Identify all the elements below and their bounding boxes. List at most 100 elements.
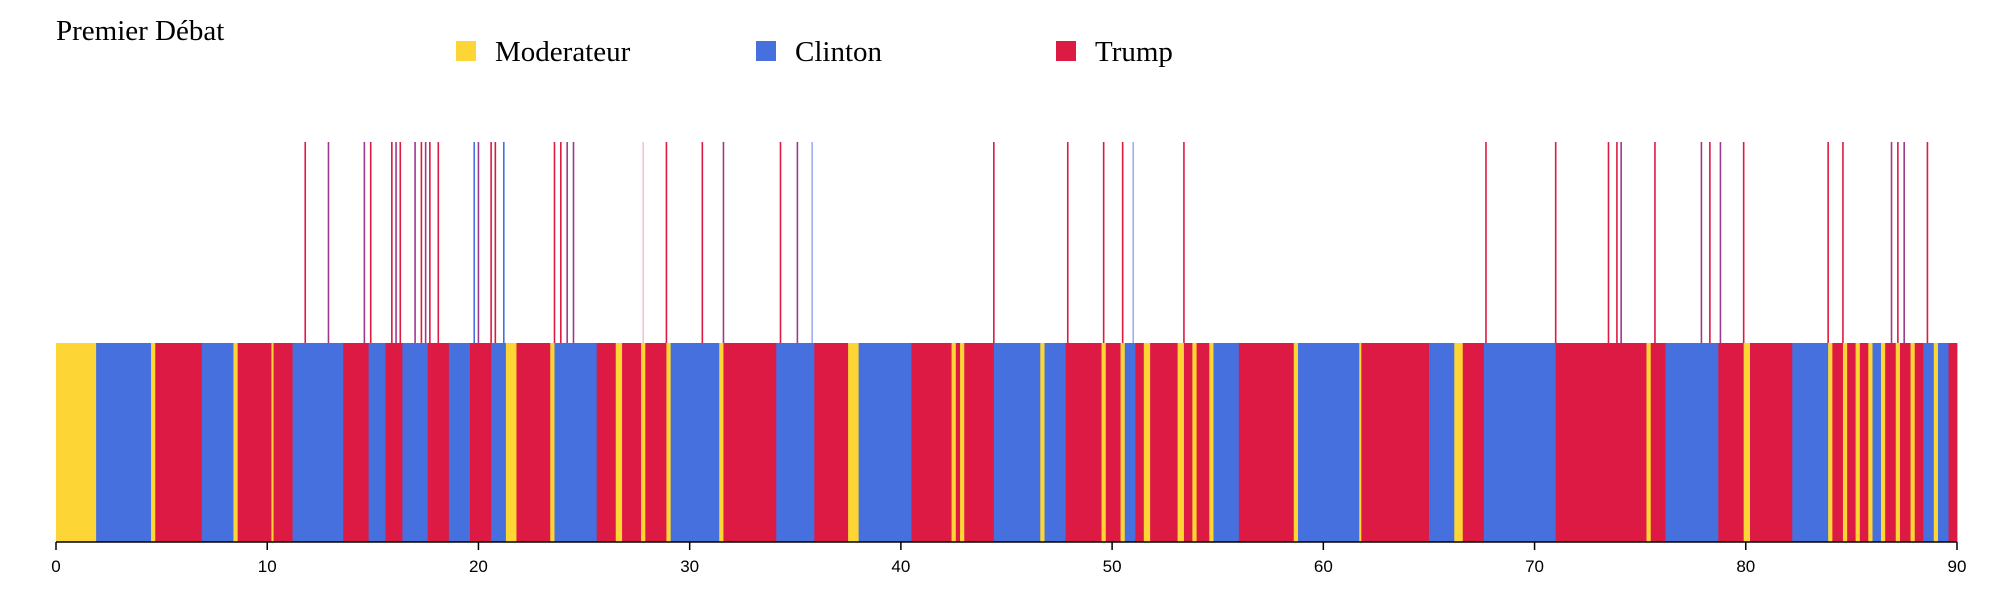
segment-moderateur-80 [1868, 343, 1873, 542]
x-tick-label-4: 40 [891, 557, 910, 576]
segment-clinton-31 [776, 343, 815, 542]
segment-moderateur-58 [1293, 343, 1299, 542]
segment-trump-61 [1361, 343, 1430, 542]
legend-item-trump: Trump [1056, 36, 1173, 68]
segment-trump-72 [1750, 343, 1793, 542]
legend-item-clinton: Clinton [756, 36, 883, 68]
x-tick-label-9: 90 [1948, 557, 1967, 576]
segment-moderateur-89 [1933, 343, 1939, 542]
legend: Moderateur Clinton Trump [456, 36, 1173, 68]
segment-moderateur-44 [1101, 343, 1107, 542]
segment-clinton-21 [554, 343, 598, 542]
segment-moderateur-25 [641, 343, 646, 542]
segment-trump-79 [1859, 343, 1869, 542]
interruption-markers [304, 142, 1929, 343]
x-tick-label-3: 30 [680, 557, 699, 576]
segment-moderateur-29 [719, 343, 724, 542]
segment-trump-3 [155, 343, 203, 542]
segment-trump-10 [343, 343, 370, 542]
segment-clinton-42 [1044, 343, 1067, 542]
segment-moderateur-23 [615, 343, 623, 542]
segment-moderateur-63 [1454, 343, 1464, 542]
segment-moderateur-74 [1828, 343, 1833, 542]
segment-clinton-9 [292, 343, 344, 542]
segment-trump-57 [1238, 343, 1295, 542]
segment-trump-19 [516, 343, 551, 542]
x-tick-label-8: 80 [1736, 557, 1755, 576]
segment-moderateur-0 [56, 343, 97, 542]
segment-trump-85 [1899, 343, 1911, 542]
segment-clinton-4 [201, 343, 234, 542]
segment-moderateur-55 [1209, 343, 1214, 542]
legend-item-moderateur: Moderateur [456, 36, 631, 68]
segment-clinton-88 [1923, 343, 1935, 542]
segment-moderateur-33 [848, 343, 860, 542]
segment-clinton-62 [1428, 343, 1455, 542]
segment-trump-30 [723, 343, 777, 542]
x-tick-label-7: 70 [1525, 557, 1544, 576]
legend-swatch-moderateur [456, 41, 476, 61]
segment-moderateur-84 [1895, 343, 1901, 542]
segment-trump-35 [911, 343, 952, 542]
segment-clinton-65 [1483, 343, 1557, 542]
segment-trump-70 [1718, 343, 1745, 542]
segment-trump-12 [385, 343, 403, 542]
legend-swatch-clinton [756, 41, 776, 61]
segment-moderateur-7 [271, 343, 274, 542]
segment-trump-45 [1105, 343, 1121, 542]
x-tick-label-2: 20 [469, 557, 488, 576]
segment-moderateur-53 [1192, 343, 1197, 542]
segment-trump-64 [1462, 343, 1485, 542]
speaker-segments [56, 343, 1958, 542]
segment-moderateur-5 [233, 343, 239, 542]
segment-moderateur-82 [1880, 343, 1886, 542]
segment-clinton-73 [1792, 343, 1829, 542]
segment-moderateur-20 [550, 343, 555, 542]
x-tick-label-6: 60 [1314, 557, 1333, 576]
segment-trump-22 [596, 343, 617, 542]
segment-trump-14 [427, 343, 450, 542]
segment-trump-68 [1650, 343, 1666, 542]
segment-clinton-28 [670, 343, 720, 542]
x-axis: 0 10 20 30 40 50 60 70 80 90 [51, 541, 1966, 576]
segment-trump-8 [273, 343, 293, 542]
segment-clinton-13 [402, 343, 429, 542]
segment-moderateur-71 [1743, 343, 1751, 542]
segment-trump-26 [645, 343, 667, 542]
segment-clinton-90 [1937, 343, 1949, 542]
segment-trump-24 [622, 343, 642, 542]
segment-trump-16 [470, 343, 492, 542]
x-axis-ticks: 0 10 20 30 40 50 60 70 80 90 [51, 542, 1966, 576]
segment-clinton-1 [96, 343, 152, 542]
segment-clinton-34 [858, 343, 912, 542]
segment-trump-50 [1150, 343, 1178, 542]
segment-trump-91 [1948, 343, 1958, 542]
legend-label-trump: Trump [1095, 36, 1173, 68]
segment-moderateur-41 [1040, 343, 1045, 542]
segment-trump-75 [1832, 343, 1844, 542]
legend-label-clinton: Clinton [795, 36, 883, 68]
segment-clinton-47 [1124, 343, 1136, 542]
segment-trump-83 [1885, 343, 1897, 542]
segment-moderateur-2 [151, 343, 156, 542]
segment-moderateur-67 [1646, 343, 1652, 542]
segment-trump-52 [1183, 343, 1193, 542]
segment-clinton-69 [1665, 343, 1719, 542]
segment-trump-77 [1847, 343, 1857, 542]
segment-moderateur-36 [951, 343, 957, 542]
segment-trump-66 [1555, 343, 1647, 542]
segment-moderateur-51 [1177, 343, 1185, 542]
segment-moderateur-46 [1120, 343, 1126, 542]
segment-trump-37 [955, 343, 961, 542]
segment-clinton-56 [1213, 343, 1240, 542]
segment-trump-43 [1065, 343, 1102, 542]
segment-clinton-40 [993, 343, 1041, 542]
segment-moderateur-49 [1143, 343, 1151, 542]
segment-clinton-17 [491, 343, 507, 542]
segment-moderateur-18 [505, 343, 517, 542]
segment-clinton-81 [1872, 343, 1882, 542]
segment-moderateur-27 [666, 343, 672, 542]
segment-moderateur-60 [1359, 343, 1362, 542]
legend-swatch-trump [1056, 41, 1076, 61]
x-tick-label-1: 10 [258, 557, 277, 576]
